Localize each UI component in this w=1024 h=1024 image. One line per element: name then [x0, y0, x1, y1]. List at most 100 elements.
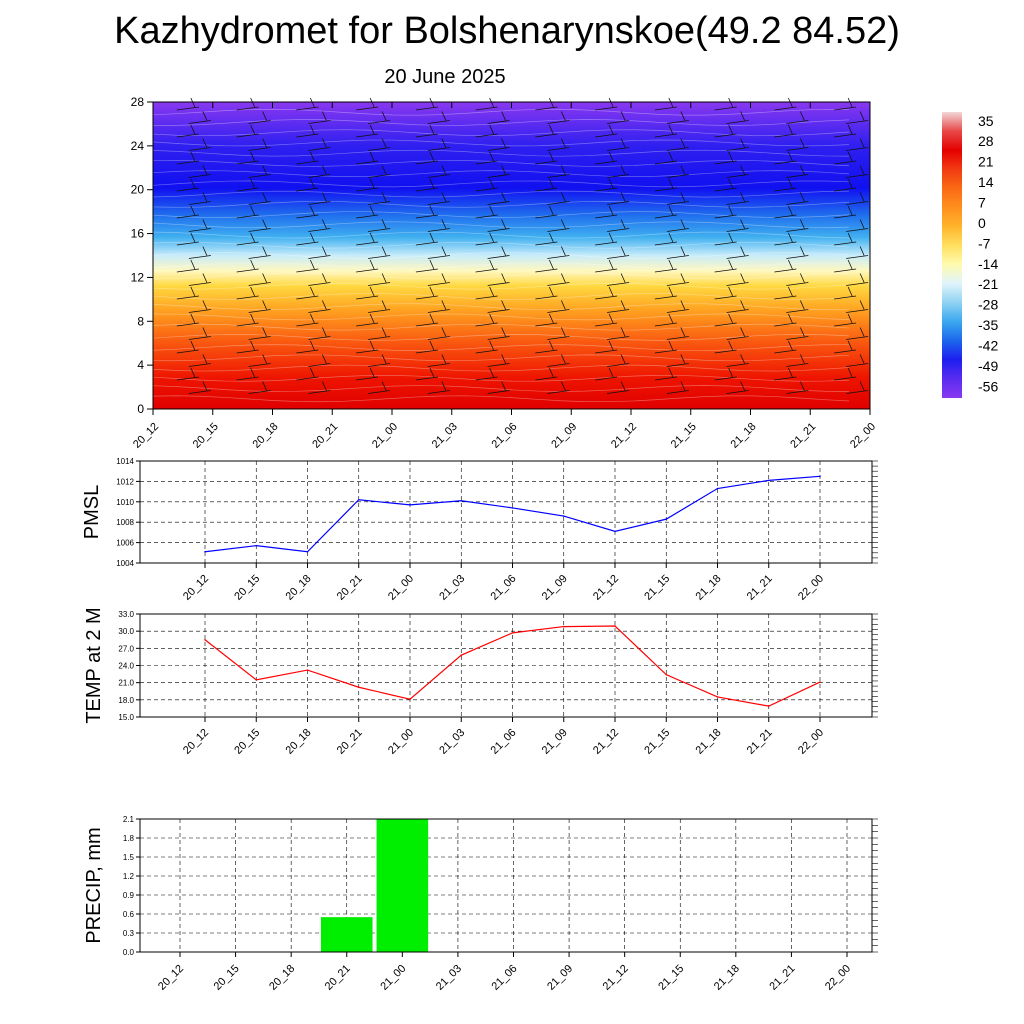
wind-barb — [786, 219, 809, 232]
wind-barb — [834, 151, 857, 165]
wind-barb — [176, 367, 199, 381]
data-point — [511, 507, 514, 509]
y-tick-label: 20 — [131, 183, 145, 197]
y-tick-label: 0 — [137, 402, 144, 416]
wind-barb — [368, 273, 391, 286]
wind-barb — [786, 138, 809, 151]
x-tick-label: 20_12 — [181, 573, 211, 603]
x-tick-label: 21_12 — [609, 421, 639, 451]
y-axis-title: TEMP at 2 M — [83, 607, 105, 723]
wind-barb — [176, 313, 199, 327]
wind-barb — [786, 381, 809, 394]
wind-barb — [595, 367, 618, 381]
wind-barb — [595, 259, 618, 273]
contour-line — [152, 303, 850, 310]
data-point — [460, 499, 463, 502]
wind-barb — [415, 313, 438, 327]
x-tick-label: 21_09 — [540, 727, 570, 757]
wind-barb — [308, 246, 331, 259]
colorbar-label: -14 — [978, 256, 998, 272]
x-tick-label: 21_06 — [490, 963, 520, 993]
wind-barb — [487, 381, 510, 394]
wind-barb — [726, 381, 749, 394]
wind-barb — [427, 165, 450, 178]
data-point — [767, 479, 770, 482]
wind-barb — [726, 111, 749, 124]
wind-barb — [595, 151, 618, 165]
precip-bar — [376, 819, 429, 952]
x-tick-label: 21_03 — [437, 727, 467, 757]
wind-barb — [774, 178, 797, 192]
wind-barb — [236, 124, 259, 138]
data-point — [306, 550, 309, 553]
wind-barb — [296, 178, 319, 192]
wind-barb — [726, 165, 749, 178]
contour-line — [152, 354, 850, 362]
contour-line — [152, 170, 850, 177]
y-axis-title: PRECIP, mm — [83, 827, 105, 943]
y-tick-label: 1006 — [116, 539, 134, 548]
wind-barb — [296, 124, 319, 138]
wind-barb — [368, 381, 391, 394]
x-tick-label: 21_06 — [489, 573, 519, 603]
wind-barb — [427, 381, 450, 394]
wind-barb — [786, 246, 809, 259]
data-point — [665, 673, 668, 676]
wind-barb — [666, 165, 689, 178]
x-tick-label: 21_00 — [378, 963, 408, 993]
wind-barb — [236, 205, 259, 219]
x-tick-label: 21_18 — [694, 573, 724, 603]
wind-barb — [726, 327, 749, 340]
x-tick-label: 21_15 — [669, 421, 699, 451]
wind-barb — [487, 354, 510, 367]
y-tick-label: 8 — [137, 314, 144, 328]
precip-chart: 0.0 0.3 0.6 0.9 1.2 1.5 1.8 2.1 20_12 20_15 20_18 2… — [83, 815, 878, 993]
colorbar-label: -35 — [978, 317, 998, 333]
wind-barb — [356, 151, 379, 165]
contour-line — [152, 129, 850, 137]
x-tick-label: 20_12 — [181, 727, 211, 757]
wind-barb — [236, 340, 259, 354]
wind-barb — [714, 340, 737, 354]
data-point — [357, 498, 360, 501]
y-tick-label: 33.0 — [118, 610, 134, 619]
wind-barb — [595, 340, 618, 354]
wind-barb — [714, 286, 737, 300]
wind-barb — [786, 165, 809, 178]
wind-barb — [176, 232, 199, 246]
wind-barb — [176, 286, 199, 300]
wind-barb — [475, 151, 498, 165]
wind-barb — [535, 367, 558, 381]
contour-line — [152, 334, 850, 341]
wind-barb — [666, 381, 689, 394]
wind-barb — [248, 300, 271, 313]
y-tick-label: 4 — [137, 358, 144, 372]
wind-barb — [415, 151, 438, 165]
wind-barb — [726, 219, 749, 232]
data-point — [767, 705, 770, 707]
wind-barb — [368, 111, 391, 124]
data-point — [409, 698, 411, 701]
wind-barb — [248, 273, 271, 286]
wind-barb — [535, 259, 558, 273]
wind-barb — [356, 313, 379, 327]
y-tick-label: 0.9 — [123, 891, 135, 900]
wind-barb — [475, 205, 498, 219]
wind-barb — [547, 381, 570, 394]
wind-barb — [487, 111, 510, 124]
wind-barb — [176, 124, 199, 138]
x-tick-label: 20_21 — [323, 963, 353, 993]
wind-barb — [188, 381, 211, 394]
wind-barb — [427, 246, 450, 259]
data-point — [562, 625, 565, 628]
wind-barb — [308, 111, 331, 124]
wind-barb — [786, 111, 809, 124]
x-tick-label: 21_09 — [540, 573, 570, 603]
wind-barb — [475, 232, 498, 246]
wind-barb — [774, 232, 797, 246]
y-tick-label: 1010 — [116, 498, 134, 507]
wind-barb — [248, 219, 271, 232]
x-tick-label: 21_21 — [788, 421, 818, 451]
data-point — [665, 518, 668, 520]
